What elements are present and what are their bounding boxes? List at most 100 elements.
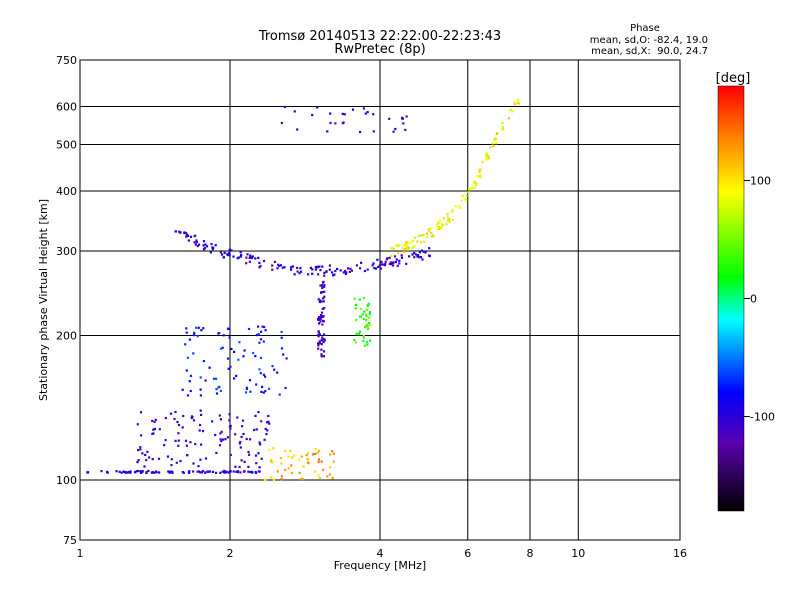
data-point: [364, 112, 367, 115]
data-point: [255, 471, 258, 474]
data-point: [166, 455, 170, 458]
data-point: [473, 186, 476, 189]
data-point: [318, 449, 321, 452]
data-point: [267, 414, 270, 418]
data-point: [257, 325, 260, 328]
data-point: [317, 298, 320, 301]
data-point: [379, 267, 382, 270]
data-point: [267, 420, 270, 423]
data-point: [221, 253, 224, 256]
data-point: [230, 347, 233, 351]
data-point: [417, 254, 420, 257]
data-point: [136, 423, 139, 426]
data-point: [281, 266, 284, 269]
data-point: [174, 410, 177, 414]
data-point: [129, 470, 132, 473]
data-point: [392, 247, 395, 250]
data-point: [196, 470, 199, 473]
data-point: [319, 320, 322, 323]
colorbar-tick-label: 0: [750, 293, 757, 306]
data-point: [495, 138, 498, 141]
data-point: [441, 224, 444, 227]
data-point: [495, 132, 498, 135]
data-point: [266, 429, 269, 432]
data-point: [186, 234, 190, 237]
chart-subtitle: RwPretec (8p): [334, 42, 425, 57]
data-point: [440, 227, 443, 230]
data-point: [418, 251, 421, 254]
data-point: [211, 246, 214, 249]
data-point: [326, 130, 329, 133]
data-point: [320, 284, 323, 287]
data-point: [451, 208, 454, 211]
data-point: [322, 350, 326, 353]
data-point: [407, 246, 410, 249]
data-point: [177, 439, 180, 442]
data-point: [126, 471, 129, 474]
data-point: [227, 251, 231, 255]
data-point: [322, 355, 325, 358]
data-point: [249, 390, 252, 393]
data-point: [267, 387, 271, 390]
data-point: [371, 264, 374, 267]
data-point: [280, 336, 283, 339]
data-point: [311, 453, 315, 456]
x-tick-label: 6: [464, 547, 471, 560]
phase-box-o-line: mean, sd,O: -82.4, 19.0: [590, 35, 708, 46]
data-point: [184, 343, 187, 346]
data-point: [427, 254, 431, 257]
data-point: [139, 448, 142, 451]
data-point: [320, 353, 323, 356]
data-point: [344, 269, 347, 273]
data-point: [153, 427, 156, 430]
data-point: [509, 109, 512, 112]
data-point: [362, 296, 365, 300]
data-point: [146, 450, 149, 453]
data-point: [363, 310, 366, 313]
data-point: [314, 448, 317, 451]
data-point: [380, 260, 383, 263]
data-point: [279, 264, 282, 267]
data-point: [355, 264, 358, 267]
data-point: [322, 280, 325, 283]
y-tick-label: 400: [56, 185, 77, 198]
x-tick-label: 4: [377, 547, 384, 560]
data-point: [358, 332, 361, 335]
data-point: [245, 386, 248, 389]
data-point: [439, 226, 442, 229]
data-point: [323, 339, 326, 342]
data-point: [185, 327, 188, 330]
data-point: [106, 471, 109, 474]
data-point: [408, 255, 411, 258]
data-point: [284, 386, 287, 390]
data-point: [366, 268, 369, 271]
data-point: [198, 429, 201, 432]
data-point: [211, 470, 215, 473]
data-point: [249, 256, 252, 259]
data-point: [218, 414, 221, 417]
data-point: [217, 332, 220, 335]
data-point: [501, 121, 504, 125]
data-point: [395, 258, 398, 261]
data-point: [329, 453, 332, 456]
data-point: [264, 375, 267, 378]
data-point: [219, 471, 222, 474]
data-point: [247, 470, 250, 473]
data-point: [232, 470, 235, 473]
data-point: [293, 110, 296, 113]
data-point: [250, 256, 253, 260]
data-point: [420, 249, 424, 252]
data-point: [214, 471, 218, 474]
data-point: [258, 266, 261, 269]
data-point: [228, 254, 231, 257]
data-point: [208, 470, 212, 473]
data-point: [140, 434, 143, 437]
data-point: [173, 417, 176, 421]
data-point: [383, 264, 386, 267]
data-point: [339, 269, 342, 272]
data-point: [317, 273, 320, 276]
data-point: [223, 469, 226, 472]
data-point: [320, 343, 323, 346]
data-point: [470, 187, 473, 190]
data-point: [365, 318, 368, 322]
